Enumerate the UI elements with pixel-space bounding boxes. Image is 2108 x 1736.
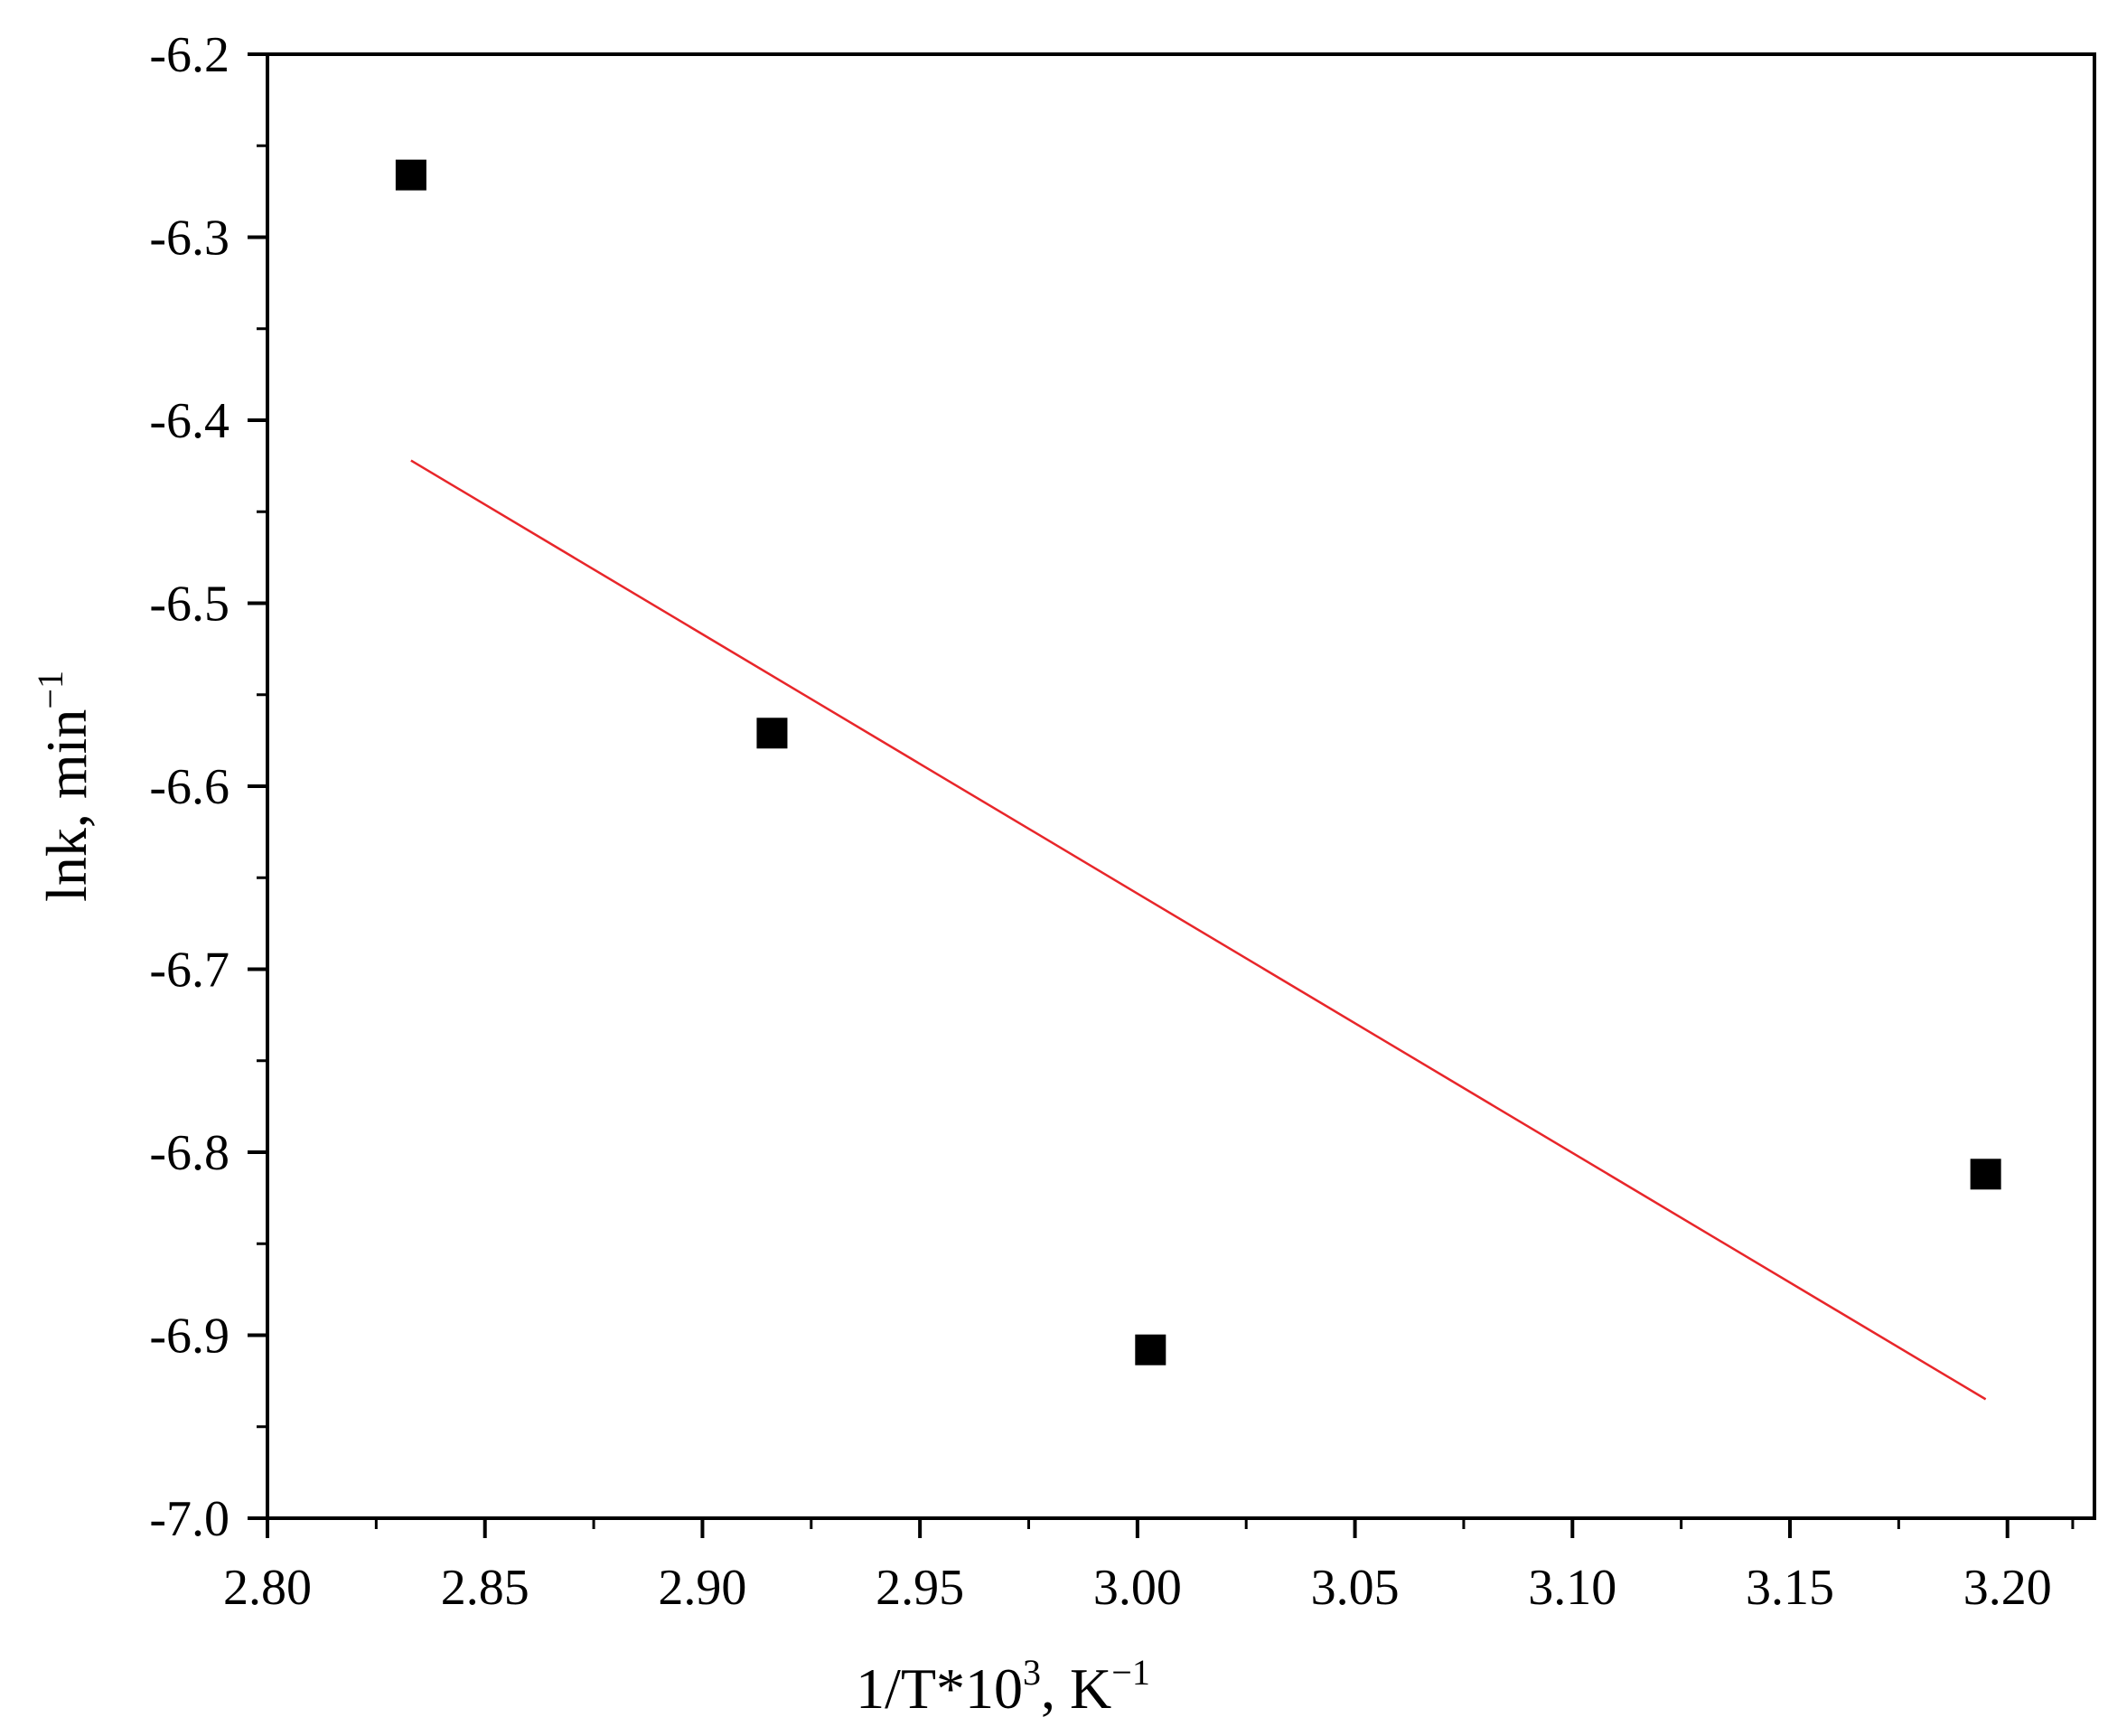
- y-axis-title: lnk, min−1: [30, 671, 98, 902]
- y-axis-title-base: lnk, min: [34, 709, 98, 902]
- data-point: [395, 159, 426, 191]
- fit-lines: [410, 459, 1987, 1401]
- x-axis-ticks: [266, 1518, 2075, 1538]
- x-tick-label: 2.90: [658, 1560, 746, 1616]
- y-tick-label: -6.8: [149, 1125, 230, 1181]
- x-tick-label: 2.95: [876, 1560, 964, 1616]
- y-tick-label: -6.5: [149, 577, 230, 633]
- x-tick-label: 3.00: [1093, 1560, 1182, 1616]
- y-tick-label: -6.3: [149, 211, 230, 267]
- x-tick-label: 3.20: [1963, 1560, 2052, 1616]
- y-axis-tick-labels: -6.2 -6.3 -6.4 -6.5 -6.6 -6.7 -6.8 -6.9 -7.0: [149, 27, 230, 1547]
- data-point: [1970, 1159, 2001, 1190]
- x-tick-label: 3.10: [1528, 1560, 1616, 1616]
- x-tick-label: 3.05: [1311, 1560, 1400, 1616]
- data-points: [395, 159, 2001, 1365]
- x-axis-title-base: 1/T*10: [856, 1656, 1023, 1721]
- x-axis-title-suffix: , K: [1041, 1656, 1111, 1721]
- y-tick-label: -6.2: [149, 27, 230, 83]
- x-tick-label: 3.15: [1746, 1560, 1834, 1616]
- y-tick-label: -7.0: [149, 1491, 230, 1547]
- y-tick-label: -6.7: [149, 943, 230, 999]
- x-tick-label: 2.80: [223, 1560, 312, 1616]
- y-tick-label: -6.6: [149, 759, 230, 815]
- data-point: [1135, 1334, 1166, 1365]
- x-tick-label: 2.85: [441, 1560, 529, 1616]
- y-axis-title-unit-exponent: −1: [30, 671, 70, 709]
- y-axis-ticks: [248, 52, 267, 1520]
- data-point: [756, 718, 788, 749]
- x-axis-title-unit-exponent: −1: [1111, 1652, 1150, 1693]
- x-axis-title-exponent: 3: [1023, 1652, 1041, 1693]
- x-axis-tick-labels: 2.80 2.85 2.90 2.95 3.00 3.05 3.10 3.15 3.20: [223, 1560, 2052, 1616]
- y-tick-label: -6.9: [149, 1309, 230, 1365]
- y-tick-label: -6.4: [149, 393, 230, 449]
- fit-line: [410, 459, 1987, 1401]
- x-axis-title: 1/T*103, K−1: [856, 1652, 1150, 1721]
